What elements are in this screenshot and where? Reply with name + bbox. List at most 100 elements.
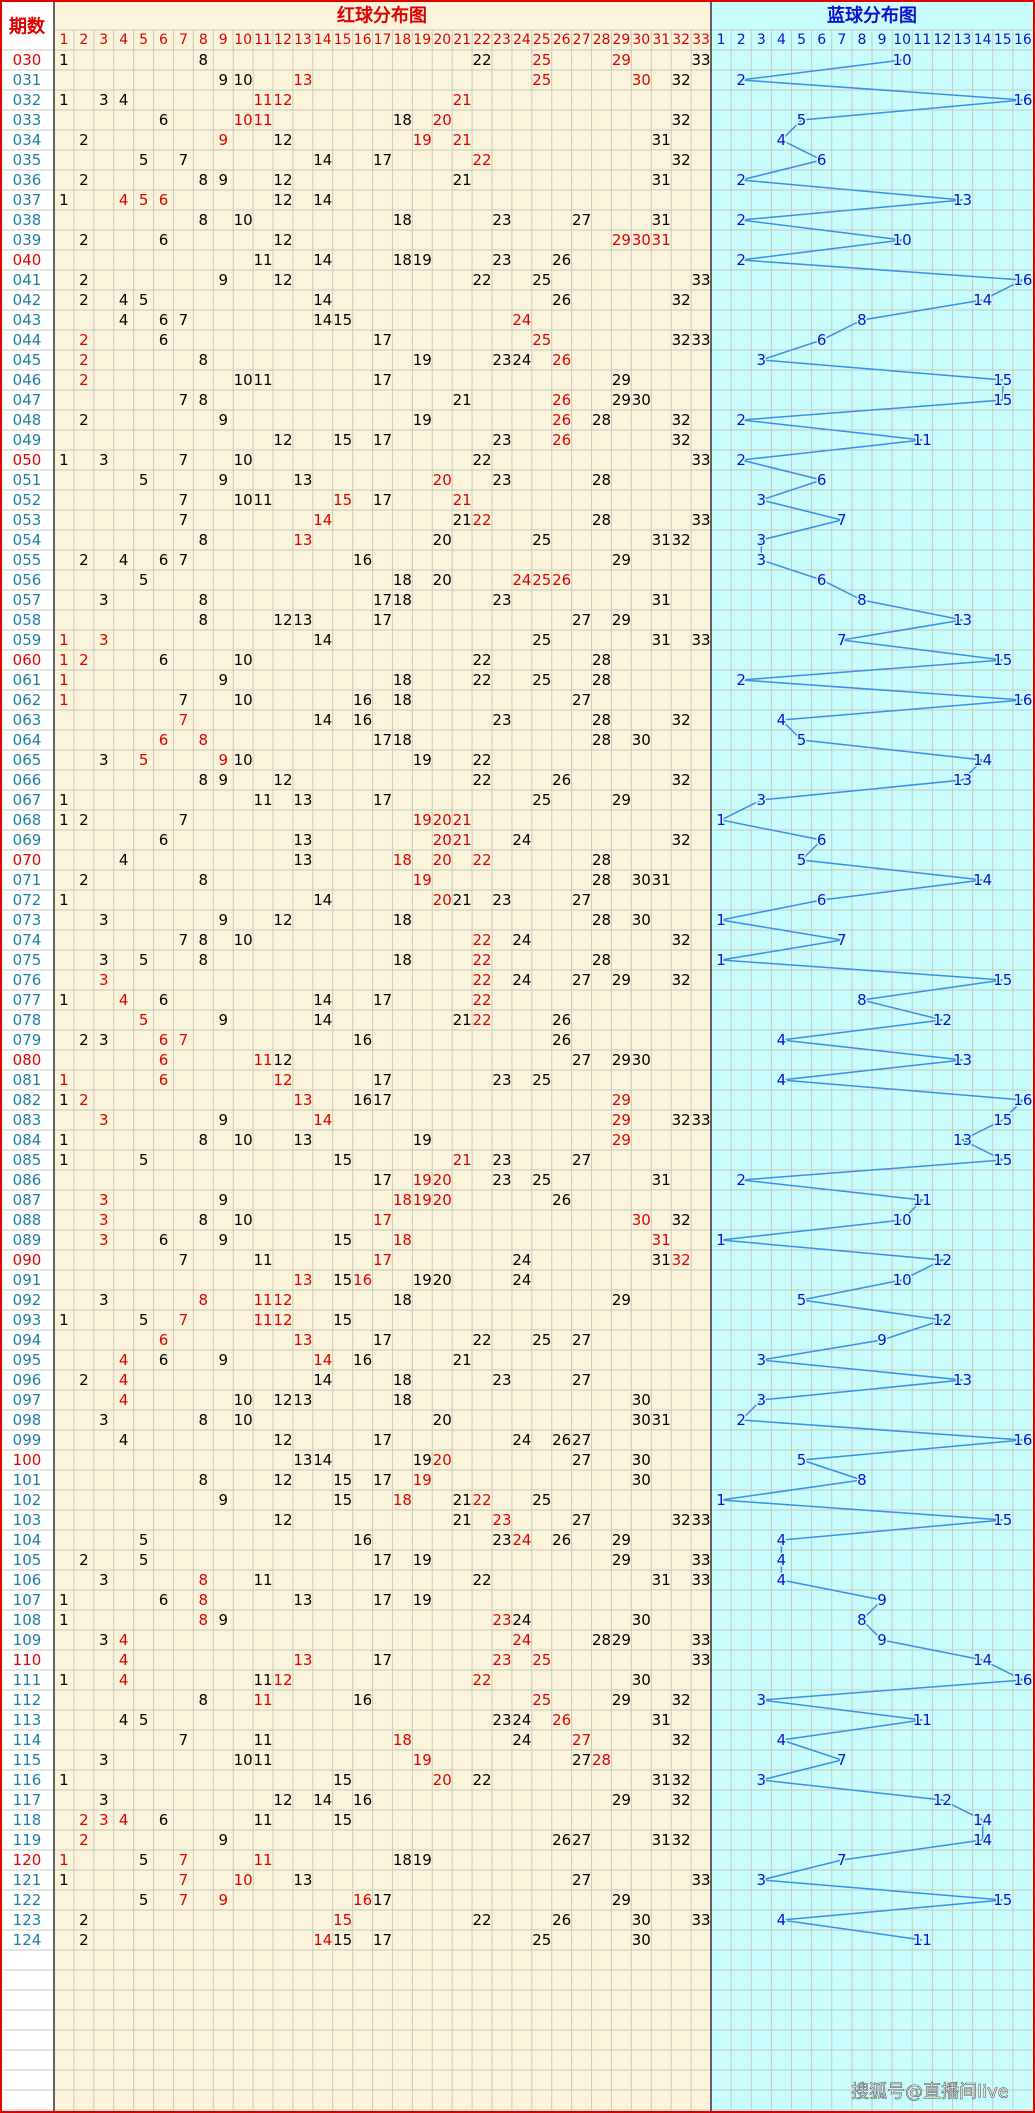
red-ball: 8 [199, 391, 209, 409]
red-column-label: 16 [354, 32, 372, 48]
blue-ball: 12 [933, 1311, 952, 1329]
red-ball: 1 [59, 1671, 69, 1689]
blue-ball: 4 [777, 1071, 787, 1089]
red-ball: 16 [353, 1691, 372, 1709]
red-ball: 29 [612, 51, 631, 69]
blue-ball: 10 [893, 51, 912, 69]
red-ball: 14 [313, 711, 332, 729]
red-ball: 3 [99, 591, 109, 609]
red-ball: 3 [99, 1631, 109, 1649]
red-ball: 27 [572, 1151, 591, 1169]
red-ball: 12 [273, 771, 292, 789]
red-ball: 21 [453, 171, 472, 189]
red-ball: 8 [199, 1211, 209, 1229]
issue-label: 084 [13, 1131, 42, 1149]
blue-ball: 4 [777, 1031, 787, 1049]
red-ball: 28 [592, 731, 611, 749]
red-ball: 11 [253, 371, 272, 389]
red-ball: 22 [472, 1011, 491, 1029]
red-ball: 2 [79, 411, 89, 429]
red-ball: 33 [691, 1111, 710, 1129]
red-column-label: 22 [473, 32, 491, 48]
red-ball: 8 [199, 1611, 209, 1629]
blue-ball: 3 [757, 791, 767, 809]
red-ball: 32 [672, 711, 691, 729]
issue-label: 101 [13, 1471, 42, 1489]
blue-ball: 5 [797, 1291, 807, 1309]
red-ball: 27 [572, 611, 591, 629]
red-ball: 18 [393, 911, 412, 929]
red-ball: 5 [139, 191, 149, 209]
issue-label: 112 [13, 1691, 42, 1709]
issue-label: 090 [13, 1251, 42, 1269]
red-ball: 7 [179, 1891, 189, 1909]
blue-ball: 6 [817, 331, 827, 349]
red-ball: 33 [691, 1571, 710, 1589]
issue-label: 080 [13, 1051, 42, 1069]
red-ball: 13 [293, 831, 312, 849]
red-ball: 23 [492, 1711, 511, 1729]
red-ball: 11 [253, 791, 272, 809]
red-ball: 29 [612, 971, 631, 989]
red-ball: 22 [472, 771, 491, 789]
red-ball: 9 [218, 411, 228, 429]
red-ball: 27 [572, 1731, 591, 1749]
red-ball: 27 [572, 1431, 591, 1449]
red-ball: 12 [273, 911, 292, 929]
red-ball: 6 [159, 111, 169, 129]
red-ball: 16 [353, 551, 372, 569]
blue-ball: 3 [757, 1771, 767, 1789]
red-ball: 21 [453, 811, 472, 829]
blue-ball: 1 [716, 1491, 726, 1509]
red-ball: 29 [612, 1551, 631, 1569]
red-ball: 20 [433, 1451, 452, 1469]
red-ball: 31 [652, 1711, 671, 1729]
red-ball: 7 [179, 1871, 189, 1889]
issue-label: 123 [13, 1911, 42, 1929]
red-ball: 30 [632, 1471, 651, 1489]
red-ball: 10 [234, 371, 253, 389]
red-column-label: 20 [433, 32, 451, 48]
red-ball: 4 [119, 1371, 129, 1389]
red-ball: 13 [293, 71, 312, 89]
red-ball: 26 [552, 1711, 571, 1729]
issue-label: 107 [13, 1591, 42, 1609]
red-ball: 16 [353, 1031, 372, 1049]
issue-label: 110 [13, 1651, 42, 1669]
issue-label: 118 [13, 1811, 42, 1829]
red-ball: 32 [672, 971, 691, 989]
blue-ball: 10 [893, 1271, 912, 1289]
blue-ball: 13 [953, 611, 972, 629]
red-ball: 27 [572, 1451, 591, 1469]
red-column-label: 32 [672, 32, 690, 48]
red-ball: 17 [373, 1091, 392, 1109]
blue-column-label: 3 [757, 32, 766, 48]
red-ball: 1 [59, 1151, 69, 1169]
red-ball: 32 [672, 71, 691, 89]
red-ball: 3 [99, 631, 109, 649]
red-ball: 14 [313, 1931, 332, 1949]
blue-ball: 13 [953, 1131, 972, 1149]
red-column-label: 6 [159, 32, 168, 48]
red-ball: 25 [532, 1331, 551, 1349]
red-column-label: 18 [393, 32, 411, 48]
red-column-label: 15 [334, 32, 352, 48]
issue-label: 088 [13, 1211, 42, 1229]
red-ball: 24 [512, 1531, 531, 1549]
red-ball: 1 [59, 631, 69, 649]
red-ball: 29 [612, 1051, 631, 1069]
red-ball: 7 [179, 151, 189, 169]
red-ball: 24 [512, 1711, 531, 1729]
issue-label: 103 [13, 1511, 42, 1529]
red-ball: 22 [472, 671, 491, 689]
blue-ball: 15 [993, 1111, 1012, 1129]
red-ball: 9 [218, 751, 228, 769]
red-ball: 6 [159, 651, 169, 669]
red-ball: 1 [59, 91, 69, 109]
issue-label: 109 [13, 1631, 42, 1649]
red-ball: 25 [532, 1691, 551, 1709]
red-ball: 23 [492, 891, 511, 909]
issue-label: 105 [13, 1551, 42, 1569]
red-ball: 32 [672, 1251, 691, 1269]
red-ball: 1 [59, 451, 69, 469]
